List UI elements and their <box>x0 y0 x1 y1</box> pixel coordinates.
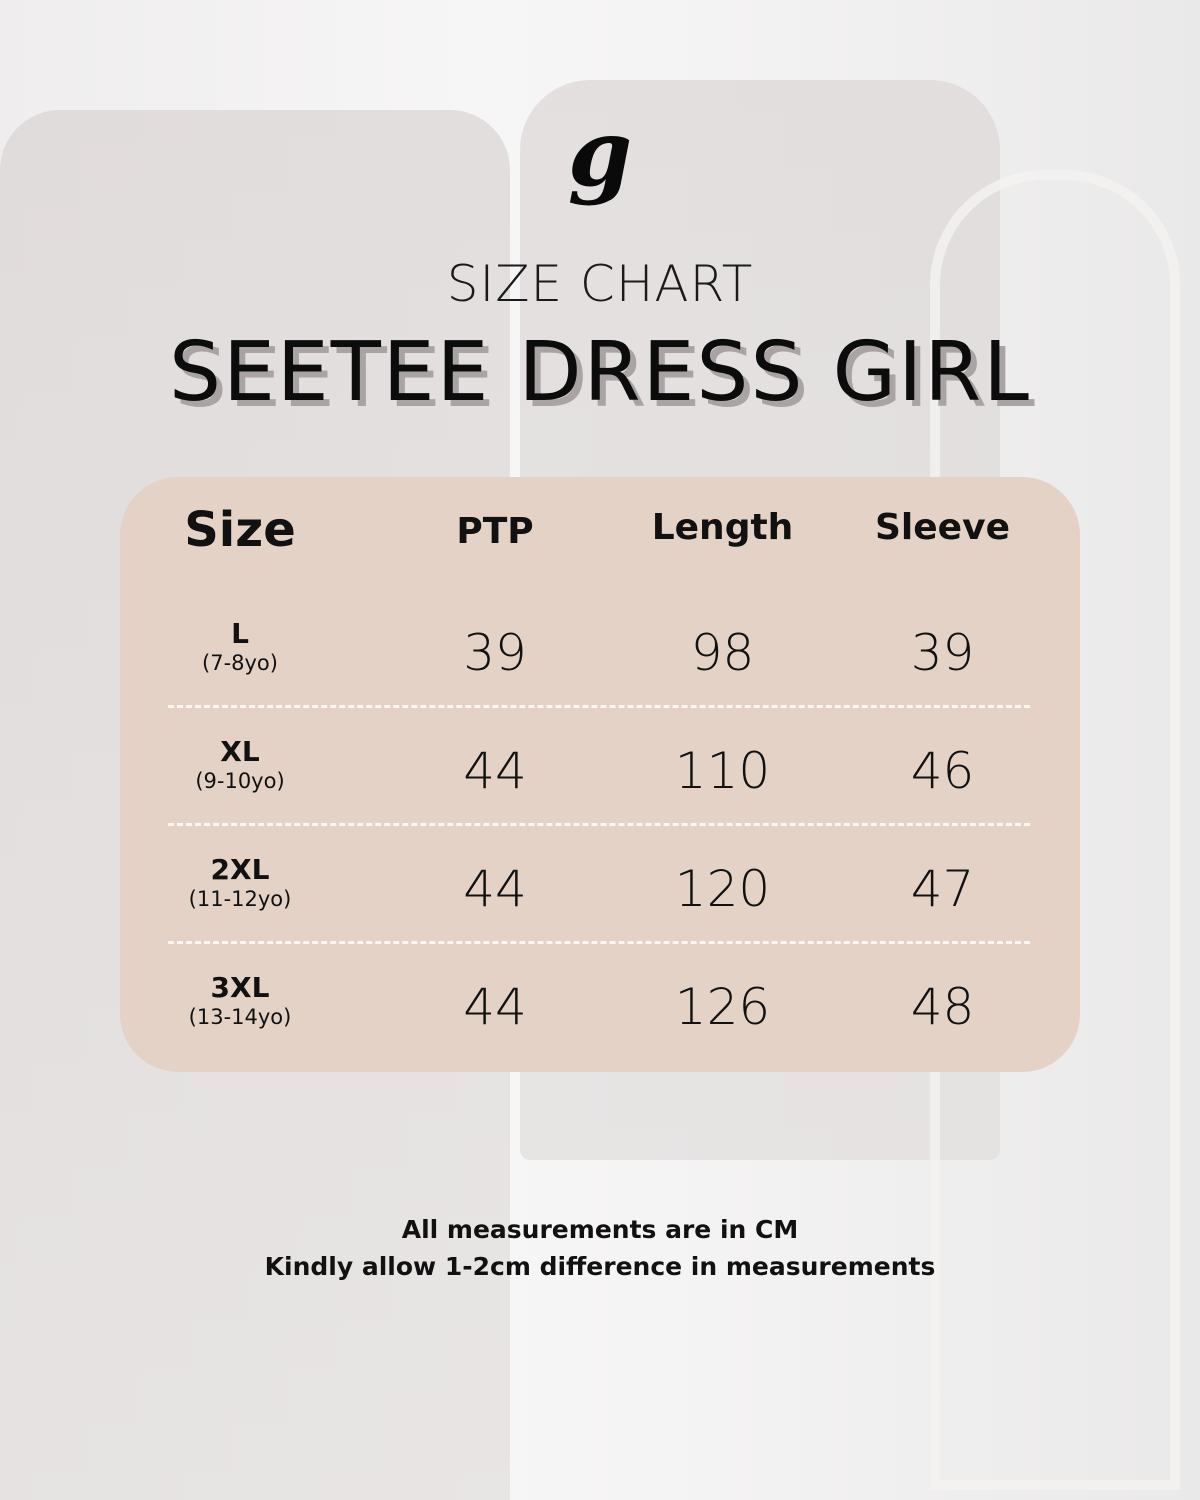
sleeve-cell: 46 <box>910 742 975 800</box>
ptp-cell: 44 <box>463 742 527 800</box>
table-row: XL (9-10yo) 44 110 46 <box>120 735 1080 853</box>
age-label: (9-10yo) <box>195 769 285 793</box>
sleeve-cell: 39 <box>910 624 975 682</box>
subtitle: SIZE CHART <box>446 255 754 313</box>
ptp-cell: 44 <box>463 978 527 1036</box>
size-cell: 3XL (13-14yo) <box>150 971 330 1029</box>
size-cell: 2XL (11-12yo) <box>150 853 330 911</box>
sleeve-cell: 48 <box>910 978 975 1036</box>
note-units: All measurements are in CM <box>401 1215 799 1244</box>
length-cell: 98 <box>690 624 755 682</box>
brand-logo: g <box>567 99 633 207</box>
table-row: 2XL (11-12yo) 44 120 47 <box>120 853 1080 971</box>
size-cell: L (7-8yo) <box>150 617 330 675</box>
size-label: L <box>231 617 249 650</box>
header-size: Size <box>184 502 296 558</box>
row-divider <box>168 823 1030 826</box>
row-divider <box>168 941 1030 944</box>
header-length: Length <box>651 507 794 548</box>
row-divider <box>168 705 1030 708</box>
length-cell: 120 <box>674 860 771 918</box>
table-row: L (7-8yo) 39 98 39 <box>120 617 1080 735</box>
size-label: 2XL <box>210 853 270 886</box>
header-sleeve: Sleeve <box>875 507 1010 548</box>
page-title: SEETEE DRESS GIRL <box>169 325 1031 420</box>
length-cell: 110 <box>674 742 771 800</box>
age-label: (7-8yo) <box>202 651 278 675</box>
header-ptp: PTP <box>456 511 534 552</box>
age-label: (13-14yo) <box>188 1005 292 1029</box>
ptp-cell: 39 <box>463 624 527 682</box>
sleeve-cell: 47 <box>910 860 975 918</box>
size-cell: XL (9-10yo) <box>150 735 330 793</box>
size-label: XL <box>220 735 260 768</box>
table-row: 3XL (13-14yo) 44 126 48 <box>120 971 1080 1089</box>
length-cell: 126 <box>674 978 771 1036</box>
age-label: (11-12yo) <box>188 887 292 911</box>
size-table: Size PTP Length Sleeve L (7-8yo) 39 98 39… <box>120 477 1080 1072</box>
ptp-cell: 44 <box>463 860 527 918</box>
size-label: 3XL <box>210 971 270 1004</box>
note-tolerance: Kindly allow 1-2cm difference in measure… <box>264 1252 936 1281</box>
